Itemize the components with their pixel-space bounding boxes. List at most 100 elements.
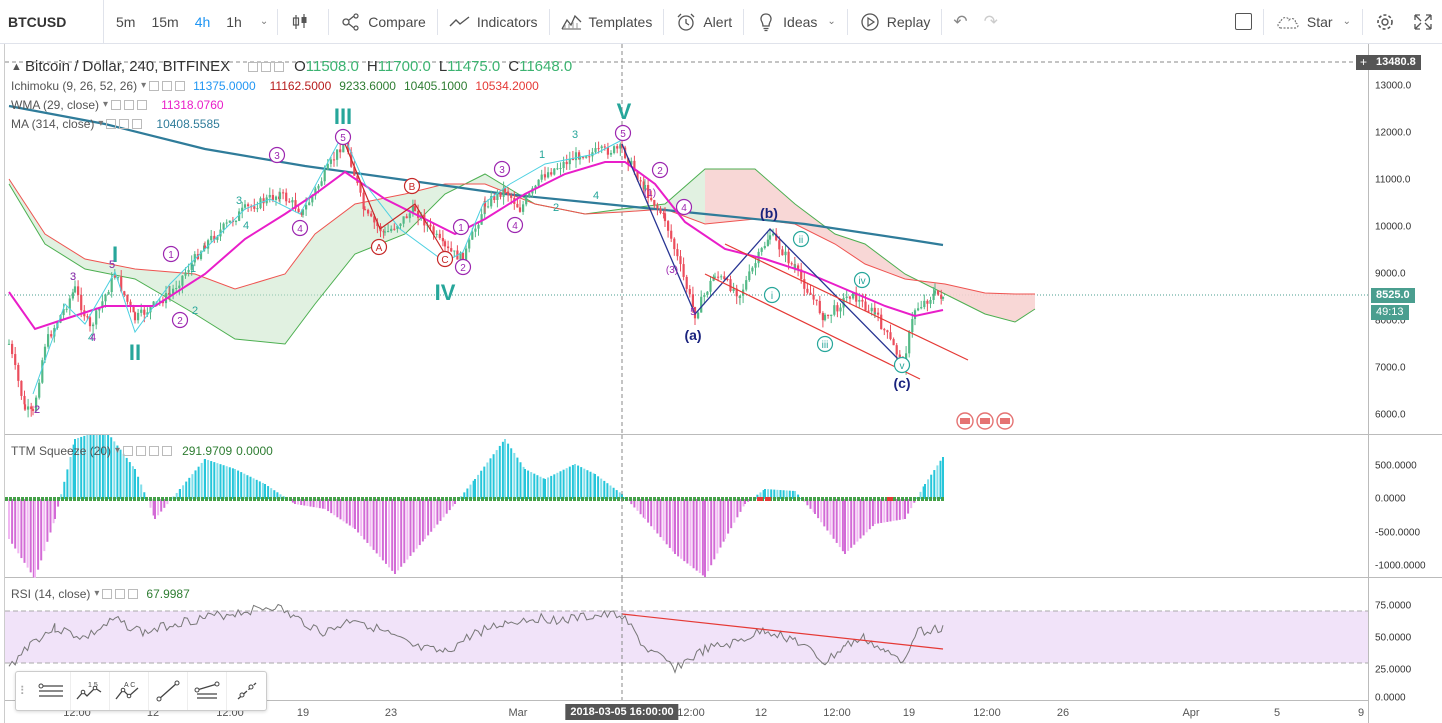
ttm-axis[interactable]: 500.0000 0.0000 -500.0000 -1000.0000	[1368, 435, 1442, 578]
candle-body	[68, 298, 71, 309]
interval-5m-button[interactable]: 5m	[116, 13, 136, 30]
ttm-squeeze-canvas[interactable]	[5, 435, 1368, 578]
ttm-histogram-bar	[80, 436, 83, 499]
chevron-down-icon[interactable]: ▾	[103, 99, 109, 110]
minor-wave-iv-text: iv	[858, 276, 865, 287]
legend-remove-icon[interactable]	[162, 445, 173, 456]
chart-area[interactable]: I II III IV V (a) (b) (c) i ii iii iv v 1 2 3 4 5 1 2 3 4 5 2 4 A…	[4, 44, 1442, 723]
legend-settings-icon[interactable]	[261, 61, 272, 72]
candle-body	[14, 354, 17, 365]
legend-collapse-icon[interactable]: ▲	[11, 60, 22, 73]
candle-body	[815, 299, 818, 301]
candle-body	[867, 310, 870, 312]
fullscreen-layout-button[interactable]	[1227, 0, 1260, 44]
legend-eye-icon[interactable]	[248, 61, 259, 72]
candle-body	[143, 309, 146, 315]
symbol-search-button[interactable]: BTCUSD	[0, 0, 104, 44]
compare-button[interactable]: Compare	[332, 0, 434, 44]
chevron-down-icon[interactable]: ▾	[115, 445, 121, 456]
chevron-down-icon[interactable]: ▾	[94, 588, 100, 599]
legend-format-icon[interactable]	[149, 445, 160, 456]
ttm-histogram-bar	[603, 480, 606, 499]
legend-remove-icon[interactable]	[175, 80, 186, 91]
horizontal-lines-tool-button[interactable]	[32, 672, 71, 710]
rsi-pane[interactable]: RSI (14, close) ▾ 67.9987	[5, 578, 1368, 700]
parallel-channel-tool-button[interactable]	[188, 672, 227, 710]
chevron-down-icon[interactable]: ▾	[141, 80, 147, 91]
price-axis[interactable]: 13000.0 12000.0 11000.0 10000.0 9000.0 8…	[1368, 44, 1442, 435]
ttm-histogram-bar	[318, 499, 321, 509]
chevron-down-icon[interactable]: ▾	[98, 118, 104, 129]
ideas-button[interactable]: Ideas ⌄	[747, 0, 844, 44]
indicators-button[interactable]: Indicators	[441, 0, 546, 44]
price-pane[interactable]: I II III IV V (a) (b) (c) i ii iii iv v 1 2 3 4 5 1 2 3 4 5 2 4 A…	[5, 44, 1368, 435]
ttm-histogram-bar	[43, 499, 46, 552]
legend-eye-icon[interactable]	[102, 588, 113, 599]
candle-body	[682, 264, 685, 277]
settings-button[interactable]	[1366, 0, 1404, 44]
legend-eye-icon[interactable]	[149, 80, 160, 91]
ttm-histogram-bar	[474, 479, 476, 499]
candle-body	[848, 297, 852, 299]
ma-legend-row: MA (314, close) ▾ 10408.5585	[11, 114, 572, 133]
price-chart-canvas[interactable]: IIIIIIIVV(a)(b)(c)iiiiiiivv123451234524A…	[5, 44, 1368, 435]
candle-body	[525, 196, 528, 205]
legend-eye-icon[interactable]	[123, 445, 134, 456]
legend-more-icon[interactable]	[274, 61, 285, 72]
undo-button[interactable]: ↶	[945, 0, 975, 44]
minor-wave-ii	[792, 230, 810, 248]
elliott-impulse-tool-button[interactable]: 1 5	[71, 672, 110, 710]
candle-body	[50, 334, 53, 337]
ttm-histogram-bar	[898, 499, 901, 520]
legend-remove-icon[interactable]	[128, 588, 139, 599]
candle-body	[152, 301, 155, 307]
chart-type-button[interactable]	[281, 0, 325, 44]
rsi-axis[interactable]: 75.0000 50.0000 25.0000 0.0000	[1368, 578, 1442, 723]
drawing-toolbar[interactable]: ⠇ 1 5 A C	[15, 671, 267, 711]
redo-button[interactable]: ↷	[976, 0, 1006, 44]
legend-settings-icon[interactable]	[162, 80, 173, 91]
star-button[interactable]: Star ⌄	[1267, 0, 1359, 44]
legend-eye-icon[interactable]	[106, 118, 117, 129]
legend-settings-icon[interactable]	[136, 445, 147, 456]
candle-body	[932, 293, 935, 301]
interval-dropdown-button[interactable]: ⌄	[250, 0, 274, 44]
ttm-squeeze-pane[interactable]: TTM Squeeze (20) ▾ 291.9709 0.0000	[5, 435, 1368, 578]
legend-eye-icon[interactable]	[111, 99, 122, 110]
elliott-correction-icon: A C	[115, 682, 139, 700]
interval-15m-button[interactable]: 15m	[151, 13, 179, 30]
legend-settings-icon[interactable]	[115, 588, 126, 599]
candle-body	[390, 228, 393, 232]
legend-settings-icon[interactable]	[124, 99, 135, 110]
candle-body	[920, 307, 923, 309]
top-price-tag: 13480.8	[1371, 55, 1421, 70]
candle-body	[120, 276, 123, 292]
drag-handle-icon[interactable]: ⠇	[19, 684, 29, 698]
time-tick: 12:00	[677, 707, 705, 719]
candle-body	[490, 196, 493, 207]
ray-tool-button[interactable]	[227, 672, 266, 710]
ttm-histogram-bar	[809, 499, 812, 509]
ttm-squeeze-on-dot	[887, 497, 893, 501]
ttm-histogram-bar	[767, 489, 770, 499]
time-axis[interactable]: 12:00 12 12:00 19 23 Mar 12:00 12 12:00 …	[5, 700, 1368, 723]
legend-settings-icon[interactable]	[119, 118, 130, 129]
candle-body	[940, 294, 943, 299]
ttm-histogram-bar	[489, 458, 492, 499]
ma-name: MA (314, close)	[11, 116, 95, 131]
elliott-correction-tool-button[interactable]: A C	[110, 672, 149, 710]
replay-button[interactable]: Replay	[851, 0, 939, 44]
ttm-histogram-bar	[412, 499, 415, 553]
crosshair-plus-button[interactable]: +	[1356, 55, 1371, 70]
rsi-canvas[interactable]	[5, 578, 1368, 700]
legend-remove-icon[interactable]	[137, 99, 148, 110]
trend-line-tool-button[interactable]	[149, 672, 188, 710]
alert-button[interactable]: Alert	[667, 0, 740, 44]
templates-button[interactable]: Templates	[553, 0, 661, 44]
legend-remove-icon[interactable]	[132, 118, 143, 129]
interval-4h-button[interactable]: 4h	[194, 13, 211, 30]
wave-label-c: (c)	[893, 375, 910, 391]
ohlc-high-value: 11700.0	[377, 58, 431, 75]
interval-1h-button[interactable]: 1h	[226, 13, 242, 30]
fullscreen-button[interactable]	[1404, 0, 1442, 44]
